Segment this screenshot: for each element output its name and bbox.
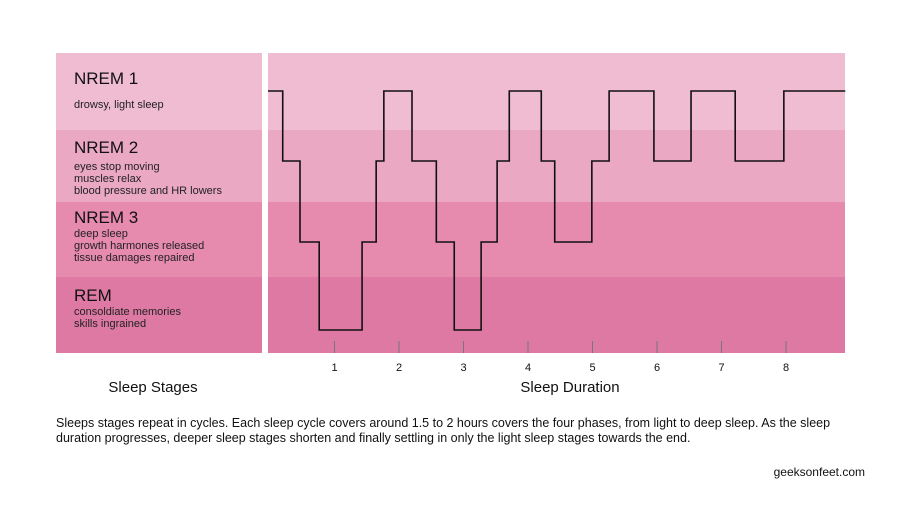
sleep-stage-legend: NREM 1 drowsy, light sleep NREM 2 eyes s… <box>56 53 262 353</box>
stage-desc: blood pressure and HR lowers <box>74 185 222 197</box>
x-tick-label: 4 <box>525 362 531 374</box>
sleep-stage-line <box>268 90 846 331</box>
y-axis-label: Sleep Stages <box>108 379 198 396</box>
stage-name: NREM 2 <box>74 138 139 157</box>
x-tick-label: 2 <box>396 362 402 374</box>
stage-desc: deep sleep <box>74 228 128 240</box>
credit-link[interactable]: geeksonfeet.com <box>773 465 865 479</box>
caption: Sleeps stages repeat in cycles. Each sle… <box>56 416 831 445</box>
stage-nrem2: NREM 2 eyes stop moving muscles relax bl… <box>56 130 262 202</box>
stage-desc: consoldiate memories <box>74 306 181 318</box>
stage-name: NREM 1 <box>74 69 139 88</box>
plot-band-2 <box>268 130 845 202</box>
x-tick-label: 3 <box>460 362 466 374</box>
stage-nrem1: NREM 1 drowsy, light sleep <box>56 53 262 130</box>
x-tick-label: 5 <box>589 362 595 374</box>
stage-desc: skills ingrained <box>74 318 147 330</box>
stage-nrem3: NREM 3 deep sleep growth harmones releas… <box>56 202 262 277</box>
stage-desc: eyes stop moving <box>74 161 160 173</box>
plot-band-3 <box>268 202 845 277</box>
x-tick-label: 7 <box>718 362 724 374</box>
stage-desc: drowsy, light sleep <box>74 99 164 111</box>
x-tick-label: 1 <box>331 362 337 374</box>
stage-name: NREM 3 <box>74 208 139 227</box>
x-axis-label: Sleep Duration <box>520 379 620 396</box>
stage-desc: muscles relax <box>74 173 142 185</box>
x-tick-label: 6 <box>654 362 660 374</box>
hypnogram-chart: 1 2 3 4 5 6 7 8 <box>268 53 846 374</box>
plot-band-1 <box>268 53 845 130</box>
stage-desc: growth harmones released <box>74 240 205 252</box>
stage-desc: tissue damages repaired <box>74 252 195 264</box>
stage-name: REM <box>74 286 112 305</box>
plot-band-4 <box>268 277 845 353</box>
stage-rem: REM consoldiate memories skills ingraine… <box>56 277 262 353</box>
x-tick-label: 8 <box>783 362 789 374</box>
